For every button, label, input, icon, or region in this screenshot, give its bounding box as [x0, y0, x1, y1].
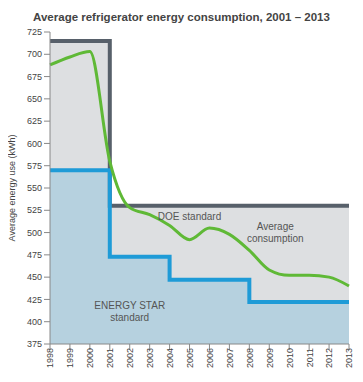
svg-text:Average energy use (kWh): Average energy use (kWh) — [8, 135, 17, 242]
svg-text:500: 500 — [27, 228, 42, 238]
svg-text:DOE standard: DOE standard — [158, 211, 221, 222]
svg-text:2013: 2013 — [344, 348, 354, 368]
svg-text:2001: 2001 — [105, 348, 115, 368]
svg-text:2010: 2010 — [285, 348, 295, 368]
svg-text:2002: 2002 — [125, 348, 135, 368]
svg-text:675: 675 — [27, 72, 42, 82]
svg-text:600: 600 — [27, 139, 42, 149]
svg-text:375: 375 — [27, 339, 42, 349]
html-text:Average refrigerator energy co: Average refrigerator energy consumption,… — [33, 11, 330, 23]
svg-text:425: 425 — [27, 295, 42, 305]
svg-text:2009: 2009 — [265, 348, 275, 368]
svg-text:700: 700 — [27, 49, 42, 59]
svg-text:2008: 2008 — [245, 348, 255, 368]
svg-text:400: 400 — [27, 317, 42, 327]
svg-text:2012: 2012 — [324, 348, 334, 368]
svg-text:650: 650 — [27, 94, 42, 104]
svg-text:Averageconsumption: Averageconsumption — [247, 221, 304, 244]
svg-text:1999: 1999 — [65, 348, 75, 368]
svg-text:2006: 2006 — [205, 348, 215, 368]
svg-text:550: 550 — [27, 183, 42, 193]
svg-text:2003: 2003 — [145, 348, 155, 368]
svg-text:2000: 2000 — [85, 348, 95, 368]
svg-text:575: 575 — [27, 161, 42, 171]
svg-text:625: 625 — [27, 116, 42, 126]
svg-text:2011: 2011 — [305, 348, 315, 367]
svg-text:2004: 2004 — [165, 348, 175, 368]
svg-text:2007: 2007 — [225, 348, 235, 368]
svg-text:725: 725 — [27, 27, 42, 37]
svg-text:525: 525 — [27, 205, 42, 215]
svg-text:450: 450 — [27, 272, 42, 282]
svg-text:1998: 1998 — [45, 348, 55, 368]
svg-text:475: 475 — [27, 250, 42, 260]
svg-text:ENERGY STARstandard: ENERGY STARstandard — [94, 300, 165, 323]
svg-text:2005: 2005 — [185, 348, 195, 368]
